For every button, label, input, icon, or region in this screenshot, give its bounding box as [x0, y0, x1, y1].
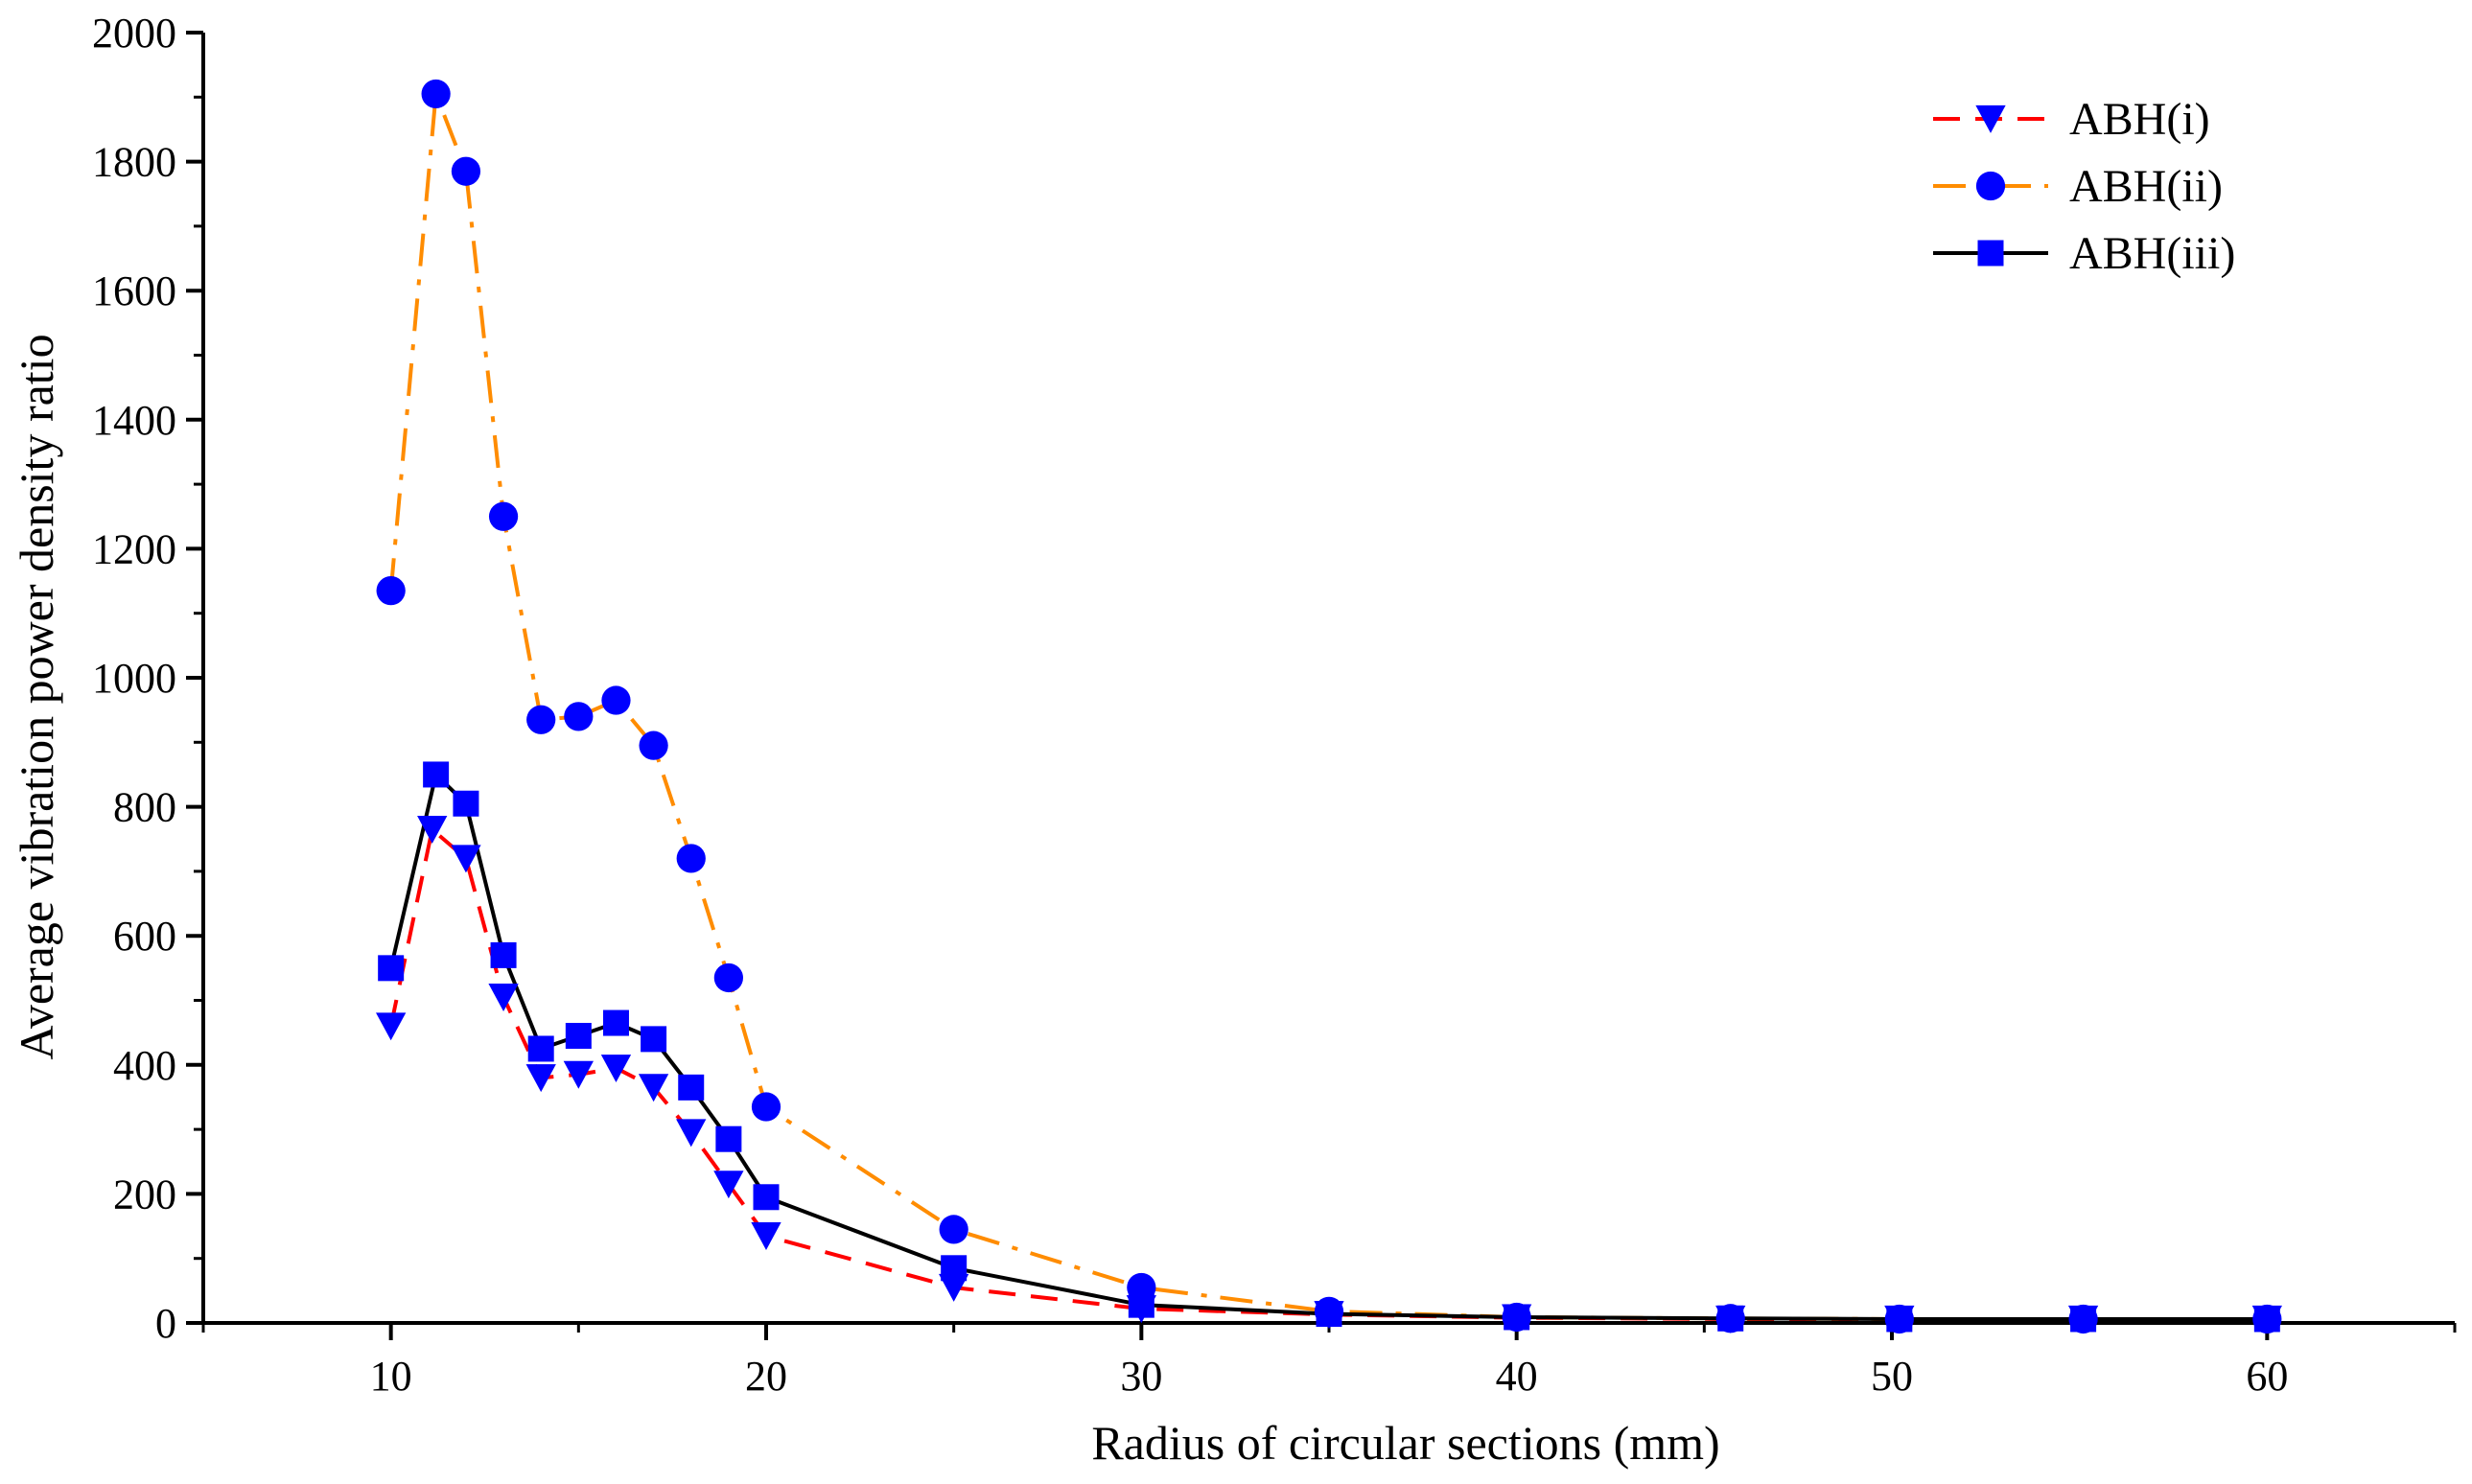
data-point [1504, 1304, 1530, 1331]
legend-marker [1975, 104, 2006, 133]
legend-label: ABH(i) [2069, 94, 2210, 145]
data-point [527, 1035, 554, 1062]
y-tick-label: 1200 [92, 525, 176, 572]
data-point [565, 1023, 592, 1050]
data-point [641, 1026, 667, 1053]
data-point [676, 1119, 707, 1148]
data-point [488, 984, 519, 1012]
axes: 0 200 400 600 800 1000 1200 1400 1600 1800 2000 10 2… [92, 10, 2457, 1400]
y-tick-label: 400 [113, 1042, 176, 1089]
y-tick-label: 600 [113, 913, 176, 960]
y-tick-label: 800 [113, 784, 176, 831]
x-tick-label: 20 [745, 1353, 787, 1400]
data-point [638, 1074, 669, 1102]
x-tick-label: 40 [1496, 1353, 1538, 1400]
series-ABH(ii)-markers [376, 79, 2282, 1334]
data-point [939, 1215, 968, 1244]
legend-marker [1977, 240, 2004, 267]
y-tick-label: 1600 [92, 267, 176, 314]
data-point [600, 1055, 632, 1083]
legend: ABH(i) ABH(ii) ABH(iii) [1933, 94, 2235, 279]
data-point [751, 1222, 781, 1251]
series-ABH(i)-markers [376, 816, 2282, 1333]
data-point [417, 816, 448, 845]
data-point [453, 790, 479, 817]
data-point [753, 1184, 780, 1211]
data-point [678, 1074, 705, 1101]
legend-label: ABH(ii) [2069, 161, 2223, 212]
data-point [941, 1255, 968, 1282]
x-tick-label: 30 [1120, 1353, 1162, 1400]
y-axis-title: Average vibration power density ratio [10, 334, 63, 1059]
data-point [378, 955, 405, 982]
x-tick-label: 60 [2246, 1353, 2288, 1400]
y-tick-label: 1000 [92, 655, 176, 702]
x-axis-title: Radius of circular sections (mm) [1091, 1416, 1719, 1470]
x-tick-label: 10 [370, 1353, 412, 1400]
series-ABH(i)-line-group [388, 827, 2268, 1321]
data-point [564, 702, 594, 731]
x-tick-label: 50 [1871, 1353, 1913, 1400]
data-point [2253, 1306, 2280, 1333]
data-point [602, 1009, 629, 1036]
data-point [676, 844, 706, 873]
data-point [488, 501, 519, 531]
series-layer [376, 79, 2282, 1334]
data-point [713, 1171, 744, 1199]
data-point [563, 1060, 594, 1089]
series-ABH(iii)-markers [378, 761, 2280, 1333]
data-point [713, 962, 743, 993]
data-point [421, 79, 451, 109]
data-point [715, 1125, 742, 1152]
legend-label: ABH(iii) [2069, 228, 2235, 279]
data-point [490, 941, 517, 968]
data-point [423, 761, 450, 788]
data-point [639, 730, 668, 760]
series-line [388, 772, 2268, 1321]
legend-marker [1975, 171, 2006, 201]
data-point [376, 576, 406, 606]
series-ABH(ii)-line-group [388, 91, 2268, 1321]
y-tick-label: 0 [155, 1300, 176, 1347]
data-point [751, 1092, 781, 1122]
series-ABH(iii)-line-group [388, 772, 2268, 1321]
data-point [601, 685, 631, 715]
data-point [1717, 1305, 1744, 1332]
data-point [451, 156, 481, 186]
data-point [525, 1064, 556, 1093]
data-point [1886, 1306, 1913, 1333]
data-point [376, 1012, 407, 1041]
y-tick-label: 200 [113, 1171, 176, 1217]
data-point [451, 845, 481, 873]
y-tick-label: 1800 [92, 139, 176, 186]
y-tick-label: 2000 [92, 10, 176, 57]
y-tick-label: 1400 [92, 397, 176, 444]
data-point [526, 705, 556, 734]
data-point [1316, 1301, 1342, 1328]
data-point [2070, 1306, 2097, 1333]
series-line [388, 91, 2268, 1321]
series-line [388, 827, 2268, 1321]
data-point [1128, 1291, 1154, 1318]
